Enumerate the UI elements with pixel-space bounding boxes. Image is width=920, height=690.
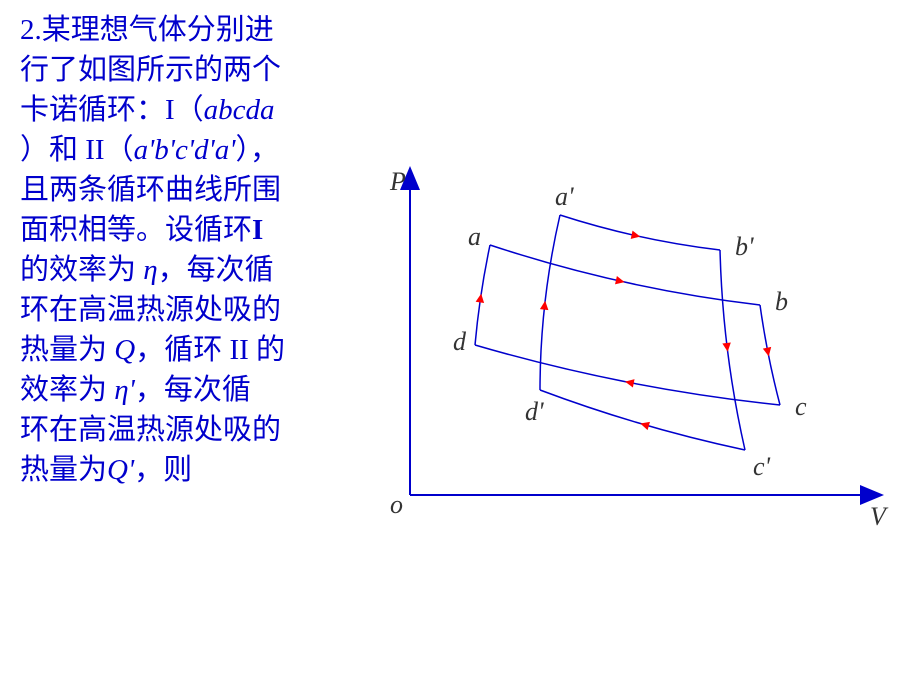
problem-number: 2.: [20, 14, 42, 46]
variable-eta: η: [143, 254, 157, 286]
svg-text:c: c: [795, 392, 807, 421]
text-segment: 热量为: [20, 334, 107, 366]
text-segment: ）和 II（: [20, 134, 134, 166]
variable-q-prime: Q': [107, 454, 134, 486]
svg-text:d': d': [525, 397, 544, 426]
text-segment: ，每次循: [135, 374, 251, 406]
text-segment: ），: [235, 134, 279, 166]
svg-text:V: V: [870, 502, 889, 531]
svg-text:c': c': [753, 452, 771, 481]
svg-text:a: a: [468, 222, 481, 251]
problem-text: 2.某理想气体分别进 行了如图所示的两个 卡诺循环：I（abcda ）和 II（…: [20, 10, 330, 490]
variable-q: Q: [114, 334, 135, 366]
svg-text:P: P: [389, 167, 406, 196]
text-segment: ，循环 II 的: [135, 334, 285, 366]
text-segment: 卡诺循环：I（: [20, 94, 204, 126]
text-segment: 面积相等。设循环: [20, 214, 252, 246]
text-segment: ，每次循: [158, 254, 274, 286]
svg-text:a': a': [555, 182, 574, 211]
text-segment: 环在高温热源处吸的: [20, 294, 281, 326]
cycle-label: abcda: [204, 94, 275, 126]
svg-text:b: b: [775, 287, 788, 316]
pv-diagram: o V Pa b c d a' b' c' d': [360, 155, 900, 535]
text-segment: 的效率为: [20, 254, 136, 286]
svg-text:o: o: [390, 490, 403, 519]
text-segment: 热量为: [20, 454, 107, 486]
text-segment: 环在高温热源处吸的: [20, 414, 281, 446]
text-segment: 某理想气体分别进: [42, 14, 274, 46]
cycle-label: a'b'c'd'a': [134, 134, 236, 166]
text-segment: 行了如图所示的两个: [20, 54, 281, 86]
pv-diagram-svg: o V Pa b c d a' b' c' d': [360, 155, 900, 535]
text-segment: ，则: [134, 454, 192, 486]
svg-text:b': b': [735, 232, 754, 261]
text-segment: 且两条循环曲线所围: [20, 174, 281, 206]
text-segment: 效率为: [20, 374, 107, 406]
svg-text:d: d: [453, 327, 467, 356]
roman-numeral: I: [252, 214, 263, 246]
variable-eta-prime: η': [114, 374, 135, 406]
